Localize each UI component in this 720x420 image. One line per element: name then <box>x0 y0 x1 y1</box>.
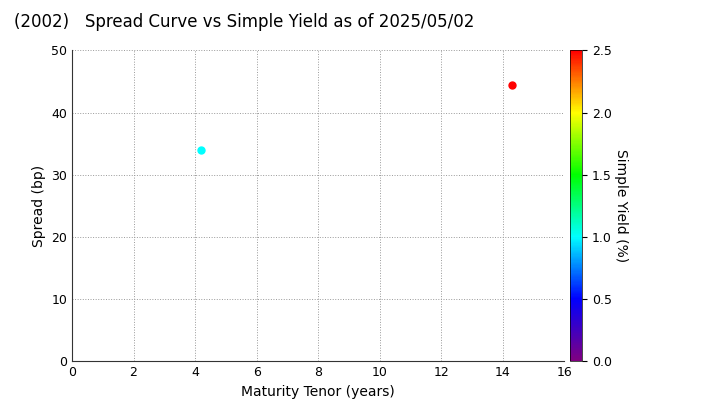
Y-axis label: Spread (bp): Spread (bp) <box>32 165 45 247</box>
Point <box>196 147 207 153</box>
Text: (2002)   Spread Curve vs Simple Yield as of 2025/05/02: (2002) Spread Curve vs Simple Yield as o… <box>14 13 474 31</box>
X-axis label: Maturity Tenor (years): Maturity Tenor (years) <box>241 385 395 399</box>
Point <box>506 81 518 88</box>
Y-axis label: Simple Yield (%): Simple Yield (%) <box>614 149 629 262</box>
